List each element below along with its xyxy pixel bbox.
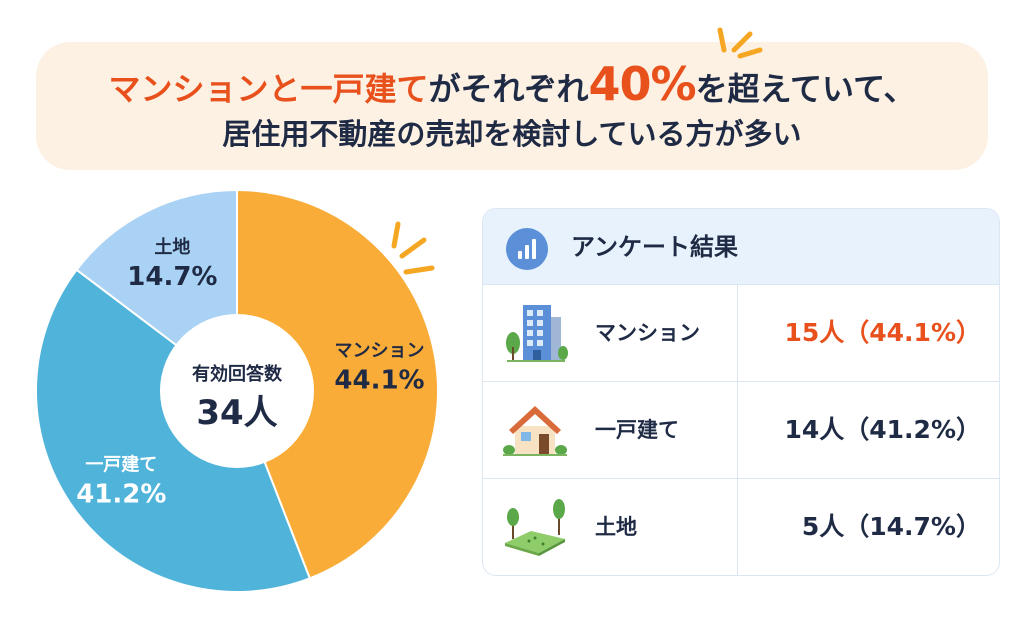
row-value-mansion: 15人（44.1%） [784,318,981,347]
sparkle-icon [717,27,763,59]
results-table: アンケート結果 マンション 15人（44.1%） [482,208,1000,576]
headline-line-2: 居住用不動産の売却を検討している方が多い [222,117,802,151]
column-divider [737,285,738,575]
slice-value-mansion: 44.1% [334,365,424,395]
slice-label-house: 一戸建て [85,453,157,475]
headline-banner: マンションと一戸建てがそれぞれ40%を超えていて、 居住用不動産の売却を検討して… [36,42,988,170]
sparkle-icon [391,221,435,275]
center-label: 有効回答数 [192,363,283,385]
headline-house: 一戸建て [300,70,429,108]
bar-chart-icon [506,228,548,270]
headline-line-1: マンションと一戸建てがそれぞれ40%を超えていて、 [36,60,988,113]
headline-each: がそれぞれ [428,70,589,108]
table-title: アンケート結果 [571,233,739,261]
row-label-house: 一戸建て [595,418,679,442]
slice-value-house: 41.2% [76,479,166,509]
slice-label-land: 土地 [154,236,190,258]
pie-slice-mansion [236,190,438,580]
donut-chart: 有効回答数 34人 マンション 44.1% 一戸建て 41.2% 土地 14.7% [36,190,438,592]
headline-exceed: を超えていて、 [695,70,916,108]
row-value-house: 14人（41.2%） [784,415,981,444]
table-header: アンケート結果 [483,209,999,285]
table-row: マンション 15人（44.1%） [483,285,999,382]
slice-value-land: 14.7% [127,262,217,292]
house-icon [503,406,567,456]
donut-hole [160,314,314,468]
row-label-land: 土地 [595,515,637,539]
slice-label-mansion: マンション [335,340,425,361]
table-row: 一戸建て 14人（41.2%） [483,382,999,479]
table-row: 土地 5人（14.7%） [483,479,999,575]
headline-mansion: マンションと [108,70,301,108]
row-value-land: 5人（14.7%） [801,512,981,541]
headline-percent: 40% [588,57,697,111]
row-label-mansion: マンション [595,321,700,345]
apartment-building-icon [506,305,568,362]
center-value: 34人 [196,393,277,433]
land-plot-icon [505,499,565,556]
